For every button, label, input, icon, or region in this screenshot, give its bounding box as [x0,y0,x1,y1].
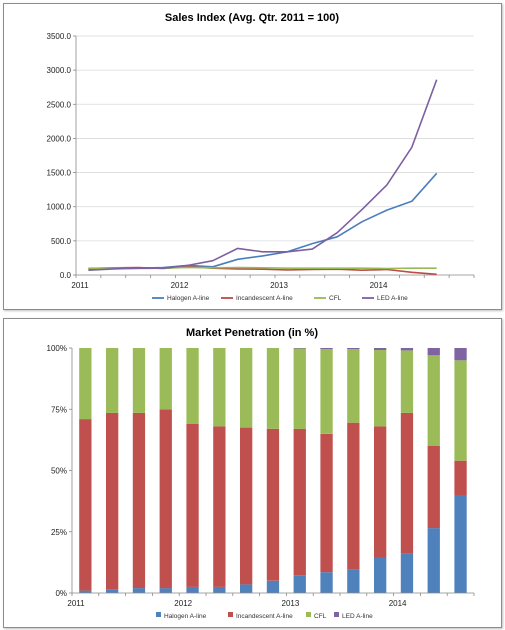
bar-segment [186,348,199,424]
y-tick-label: 3500.0 [47,32,72,41]
bar-segment [320,572,333,593]
sales-index-chart-panel: Sales Index (Avg. Qtr. 2011 = 100) 0.0 50… [3,3,502,310]
bar-segment [347,422,360,570]
y-tick-label: 2000.0 [47,134,72,143]
chart-title: Sales Index (Avg. Qtr. 2011 = 100) [165,12,339,24]
bar-segment [213,348,226,427]
legend-label: Halogen A-line [164,613,207,620]
bar-segment [106,348,119,413]
legend-swatch [228,612,233,617]
bar-segment [374,350,387,427]
bar-segment [79,590,92,593]
bar-segment [293,348,306,429]
y-tick-label: 100% [47,344,67,353]
bar-segment [106,412,119,590]
legend-label: Halogen A-line [167,295,210,302]
bar-segment [213,586,226,593]
x-tick-label: 2011 [71,281,89,290]
bar-segment [240,348,253,428]
bar-segment [159,588,172,593]
legend-label: LED A-line [377,295,408,302]
sales-index-chart: Sales Index (Avg. Qtr. 2011 = 100) 0.0 50… [47,12,475,302]
bar-segment [347,349,360,423]
legend-label: LED A-line [342,613,373,620]
bar-segment [427,528,440,593]
bar-segment [159,409,172,589]
bar-segment [374,557,387,593]
bar-segment [79,348,92,420]
bar-segment [427,446,440,529]
chart-title: Market Penetration (in %) [186,327,318,339]
bar-segment [454,460,467,495]
legend-swatch [156,612,161,617]
bar-segment [427,348,440,356]
legend-label: CFL [329,295,342,302]
legend-label: Incandescent A-line [236,295,293,302]
x-tick-label: 2013 [270,281,288,290]
bar-segment [106,589,119,593]
bar-segment [320,349,333,434]
legend-swatch [306,612,311,617]
y-tick-label: 75% [51,405,67,414]
legend-swatch [334,612,339,617]
x-tick-label: 2014 [389,599,407,608]
bar-segment [240,427,253,585]
bar-segment [320,433,333,573]
bar-segment [454,360,467,461]
x-tick-label: 2011 [67,599,85,608]
bar-segment [293,348,306,349]
x-tick-label: 2014 [370,281,388,290]
bar-segment [186,586,199,593]
bar-segment [427,355,440,446]
y-tick-label: 3000.0 [47,66,72,75]
y-tick-label: 0% [55,589,67,598]
bar-segment [454,495,467,593]
bar-segment [293,575,306,593]
bar-segment [400,350,414,413]
legend-label: Incandescent A-line [236,613,293,620]
y-tick-label: 50% [51,467,67,476]
bar-segment [347,569,360,593]
legend-label: CFL [314,613,327,620]
bar-segment [266,428,280,581]
y-tick-label: 1500.0 [47,169,72,178]
market-penetration-chart-panel: Market Penetration (in %) 0% 25% 50% 75% 100… [3,318,502,628]
bar-segment [79,419,92,591]
y-tick-label: 0.0 [60,271,72,280]
market-penetration-chart: Market Penetration (in %) 0% 25% 50% 75% 100… [47,327,475,620]
bar-segment [266,348,280,429]
y-tick-label: 500.0 [51,237,72,246]
bar-segment [374,426,387,558]
bar-segment [159,348,172,410]
bar-segment [293,428,306,576]
bar-segment [132,588,146,593]
bar-segment [240,584,253,593]
series-line [88,79,438,271]
x-tick-label: 2012 [174,599,192,608]
y-tick-label: 25% [51,528,67,537]
bar-segment [400,348,414,351]
bar-segment [400,553,414,593]
bar-segment [320,348,333,350]
bar-segment [213,426,226,587]
y-tick-label: 1000.0 [47,203,72,212]
bar-segment [266,580,280,594]
bar-segment [454,348,467,361]
bar-segment [400,412,414,554]
bar-segment [186,424,199,587]
bar-segment [132,348,146,413]
bar-segment [132,412,146,589]
y-tick-label: 2500.0 [47,100,72,109]
x-tick-label: 2013 [282,599,300,608]
bar-segment [347,348,360,350]
x-tick-label: 2012 [171,281,189,290]
bar-segment [374,348,387,350]
